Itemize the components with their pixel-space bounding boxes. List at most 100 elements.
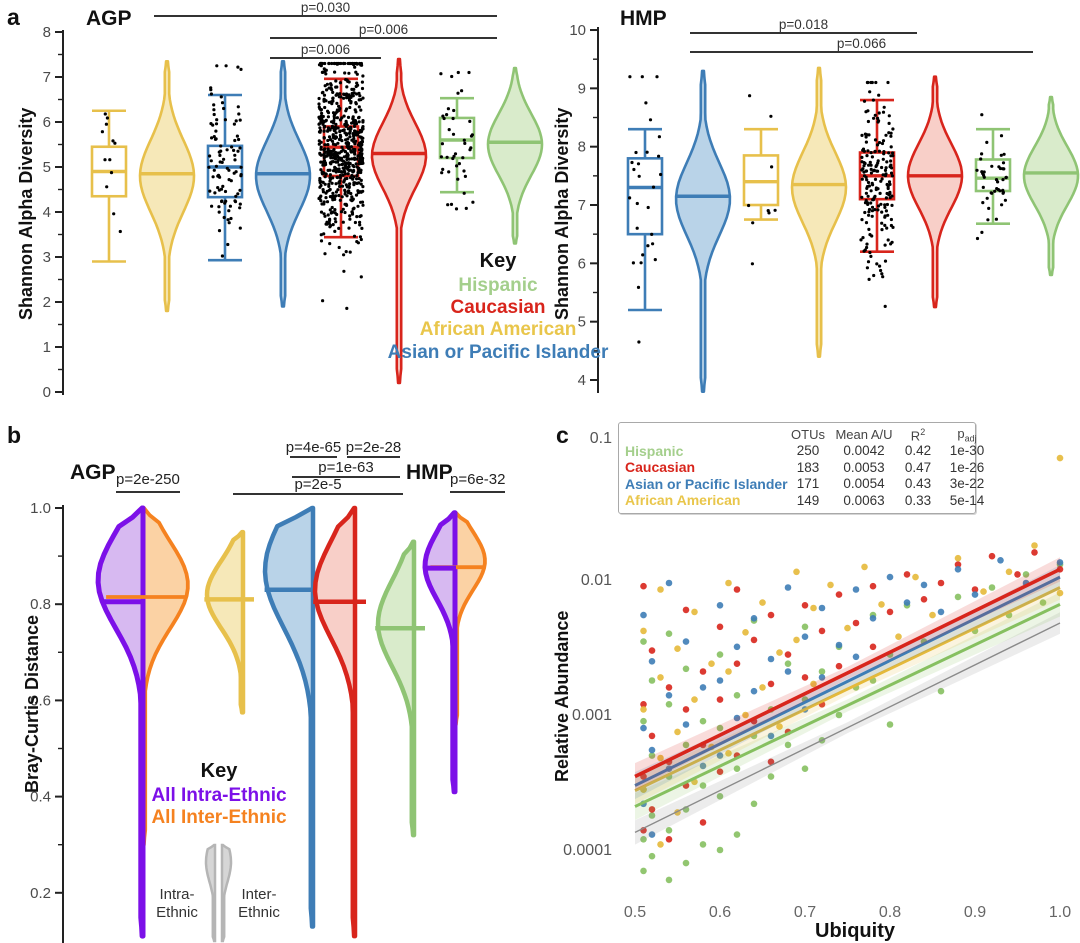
data-point: [352, 181, 356, 185]
data-point: [818, 668, 826, 675]
data-point: [801, 674, 809, 681]
data-point: [889, 217, 894, 222]
data-point: [988, 584, 996, 591]
data-point: [887, 180, 892, 184]
data-point: [333, 127, 337, 131]
intra-ethnic-half: [422, 510, 458, 795]
data-point: [446, 107, 450, 111]
data-point: [323, 61, 327, 66]
data-point: [105, 185, 109, 189]
violin: [262, 505, 316, 929]
data-point: [334, 220, 338, 224]
data-point: [321, 122, 325, 126]
data-point: [345, 123, 349, 127]
data-point: [648, 647, 656, 654]
data-point: [889, 154, 893, 158]
data-point: [996, 180, 1000, 184]
data-point: [222, 215, 226, 220]
data-point: [445, 155, 449, 159]
data-point: [810, 680, 817, 688]
data-point: [239, 67, 243, 71]
data-point: [860, 218, 864, 222]
y-tick-label: 1.0: [30, 500, 51, 517]
data-point: [453, 152, 458, 156]
data-point: [218, 153, 222, 157]
data-point: [770, 165, 774, 169]
data-point: [225, 148, 229, 152]
data-point: [885, 226, 889, 230]
data-point: [748, 94, 752, 98]
data-point: [360, 147, 364, 151]
data-point: [339, 150, 343, 154]
data-point: [769, 114, 773, 118]
data-point: [327, 182, 331, 186]
data-point: [227, 221, 231, 225]
data-point: [334, 160, 338, 164]
data-point: [733, 643, 741, 651]
data-point: [699, 782, 707, 789]
data-point: [353, 148, 357, 152]
data-point: [881, 275, 885, 279]
data-point: [864, 221, 869, 225]
data-point: [699, 762, 707, 770]
bray-agp-pvalue: p=2e-250: [116, 471, 180, 493]
data-point: [862, 174, 867, 178]
data-point: [341, 173, 345, 177]
data-point: [640, 701, 647, 708]
data-point: [335, 101, 339, 105]
data-point: [682, 741, 690, 749]
data-point: [209, 88, 213, 92]
data-point: [716, 724, 724, 732]
data-point: [716, 752, 724, 759]
data-point: [852, 619, 860, 627]
data-point: [323, 84, 327, 88]
data-point: [361, 203, 365, 207]
data-point: [349, 145, 353, 149]
data-point: [862, 99, 867, 103]
data-point: [349, 125, 353, 129]
data-point: [784, 584, 792, 591]
data-point: [338, 176, 342, 180]
data-point: [347, 185, 351, 189]
mini-key-violins: [204, 843, 233, 943]
data-point: [334, 79, 338, 83]
data-point: [859, 238, 863, 242]
data-point: [357, 190, 362, 194]
data-point: [333, 208, 337, 212]
data-point: [354, 193, 359, 197]
data-point: [339, 157, 343, 161]
data-point: [648, 831, 656, 838]
data-point: [239, 165, 243, 169]
data-point: [890, 240, 894, 244]
half-violin-caucasian: [312, 505, 366, 939]
data-point: [105, 116, 109, 120]
data-point: [801, 633, 809, 640]
data-point: [323, 69, 327, 74]
data-point: [335, 175, 339, 179]
data-point: [330, 181, 334, 185]
data-point: [865, 185, 870, 189]
scatter-african-american: [640, 454, 1064, 848]
data-point: [342, 169, 346, 173]
data-point: [338, 184, 342, 189]
data-point: [954, 566, 962, 573]
data-point: [447, 128, 451, 132]
data-point: [342, 96, 346, 100]
data-point: [113, 141, 117, 145]
data-point: [1003, 198, 1008, 202]
data-point: [835, 641, 843, 649]
data-point: [341, 207, 345, 211]
data-point: [733, 586, 741, 593]
data-point: [648, 812, 656, 819]
box: [438, 116, 476, 160]
data-point: [640, 724, 647, 732]
data-point: [223, 189, 228, 194]
y-tick-label: 0.01: [581, 572, 612, 589]
y-tick-label: 0.6: [30, 692, 51, 709]
data-point: [886, 238, 890, 242]
data-point: [349, 150, 353, 154]
data-point: [347, 98, 352, 102]
data-point: [326, 129, 330, 133]
data-point: [665, 701, 673, 708]
y-tick-label: 0: [43, 384, 51, 401]
